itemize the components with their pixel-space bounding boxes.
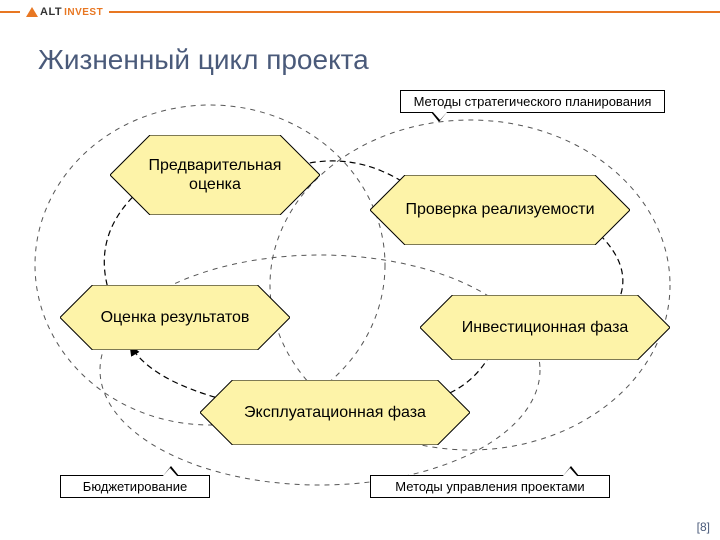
logo-text: ALT — [40, 6, 62, 18]
hex-node-n3: Инвестиционная фаза — [420, 295, 670, 360]
hex-node-n5: Оценка результатов — [60, 285, 290, 350]
page-number: [8] — [697, 520, 710, 534]
hex-label: Предварительнаяоценка — [129, 156, 302, 194]
hex-label: Эксплуатационная фаза — [224, 403, 446, 422]
logo-subtext: INVEST — [64, 7, 103, 18]
logo: ALT INVEST — [20, 6, 109, 18]
diagram-canvas: Предварительнаяоценка Проверка реализуемо… — [0, 80, 720, 520]
hex-node-n1: Предварительнаяоценка — [110, 135, 320, 215]
callout-c3: Бюджетирование — [60, 475, 210, 498]
hex-label: Проверка реализуемости — [385, 200, 614, 219]
hex-node-n2: Проверка реализуемости — [370, 175, 630, 245]
callout-c1: Методы стратегического планирования — [400, 90, 665, 113]
logo-triangle-icon — [26, 7, 38, 17]
hex-label: Инвестиционная фаза — [442, 318, 649, 337]
header-bar: ALT INVEST — [0, 0, 720, 24]
page-title: Жизненный цикл проекта — [38, 44, 369, 76]
hex-node-n4: Эксплуатационная фаза — [200, 380, 470, 445]
callout-c2: Методы управления проектами — [370, 475, 610, 498]
hex-label: Оценка результатов — [81, 308, 270, 327]
